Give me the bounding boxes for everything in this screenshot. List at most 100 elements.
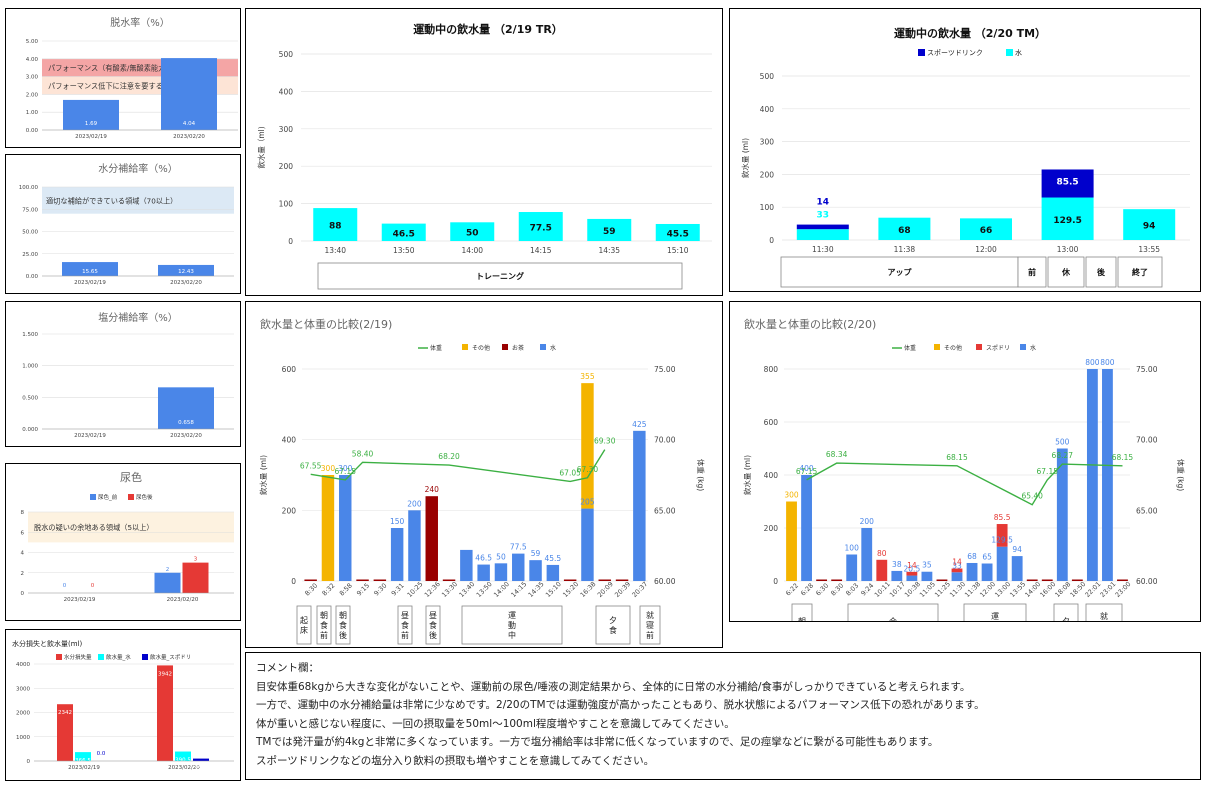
x-tick-label: 6:28 (799, 582, 815, 598)
bar (587, 218, 632, 241)
y2-tick-label: 65.00 (654, 506, 676, 515)
bar (175, 751, 191, 761)
bar (442, 579, 456, 581)
x-tick-label: 14:15 (530, 246, 552, 255)
drink-219-chart: 運動中の飲水量 （2/19 TR） 500 400 300 200 100 0 飲水量（ml)… (256, 22, 712, 290)
legend-swatch (142, 654, 148, 660)
x-tick-label: 9:15 (355, 582, 371, 598)
y-tick-label: 100.00 (19, 185, 39, 191)
bar (62, 262, 118, 276)
data-label: 300 (321, 464, 336, 473)
y2-tick-label: 60.00 (1136, 577, 1158, 586)
bar (891, 570, 903, 581)
salt-rate-chart: 塩分補給率（%） 1.500 1.000 0.500 0.000 2023/02/19 20… (22, 311, 234, 439)
x-tick-label: 11:30 (812, 245, 834, 254)
bar (408, 510, 421, 581)
legend-label: 水 (1015, 48, 1022, 57)
x-tick-label: 8:58 (338, 582, 354, 598)
y-tick-label: 100 (760, 203, 775, 212)
y-tick-label: 5.00 (26, 39, 39, 45)
compare-219-chart: 飲水量と体重の比較(2/19) 体重 その他 お茶 水 600 400 200 0 75.00 70… (258, 317, 706, 645)
y-tick-label: 6 (21, 530, 25, 536)
x-tick-label: 8:32 (321, 582, 337, 598)
x-tick-label: 14:15 (509, 580, 528, 599)
data-label: 99.5 (195, 765, 208, 771)
data-label: 77.5 (510, 543, 527, 552)
phase-label: 運 (508, 611, 516, 620)
data-label: 0.0 (97, 751, 106, 757)
bar (1041, 197, 1094, 240)
x-tick-label: 2023/02/19 (68, 765, 100, 771)
legend-label: その他 (944, 344, 962, 352)
bar (796, 229, 849, 240)
weight-label: 67.15 (1037, 467, 1059, 476)
bar (321, 475, 335, 581)
phase-box (639, 605, 661, 645)
phase-label: 中 (508, 630, 516, 640)
y-tick-label: 0.500 (22, 395, 38, 401)
phase-label: 前 (320, 630, 328, 640)
y-tick-label: 2000 (16, 711, 30, 717)
bar (518, 212, 563, 241)
x-tick-label: 12:00 (978, 580, 997, 599)
y-tick-label: 1.000 (22, 364, 38, 370)
data-label: 100 (845, 544, 860, 553)
x-tick-label: 2023/02/20 (168, 765, 200, 771)
x-tick-label: 9:30 (372, 582, 388, 598)
chart-title: 飲水量と体重の比較(2/19) (260, 317, 392, 331)
y-tick-label: 4.00 (26, 57, 39, 63)
data-label: 150 (390, 517, 405, 526)
x-tick-label: 16:38 (579, 580, 598, 599)
band-label: パフォーマンス低下に注意を要する領域 (48, 82, 177, 91)
data-label: 68 (967, 552, 977, 561)
y-axis-label: 飲水量 (ml) (740, 138, 750, 178)
phase-label: 食 (429, 620, 437, 630)
legend-label: スポーツドリンク (927, 49, 983, 57)
dehydration-panel: 脱水率（%） パフォーマンス（有酸素/無酸素能力）低下 パフォーマンス低下に注意を要… (5, 8, 241, 148)
bar (1071, 579, 1083, 581)
water-rate-panel: 水分補給率（%） 適切な補給ができている領域（70以上） 100.00 75.00 50… (5, 154, 241, 294)
y-tick-label: 800 (764, 365, 779, 374)
phase-label: 夕 (609, 615, 617, 625)
phase-box (1047, 256, 1085, 288)
y-tick-label: 200 (764, 524, 779, 533)
data-label: 15.65 (82, 269, 98, 275)
legend-swatch (128, 494, 134, 500)
y-tick-label: 200 (760, 170, 775, 179)
y-tick-label: 400 (764, 471, 779, 480)
phase-label: トレーニング (476, 271, 524, 281)
data-label: 205 (580, 498, 595, 507)
bar (304, 579, 317, 581)
y-tick-label: 600 (282, 365, 297, 374)
y-tick-label: 2 (21, 571, 25, 577)
phase-box (461, 605, 563, 645)
band-label: 脱水の疑いの余地ある領域（5以上） (34, 523, 154, 532)
y-tick-label: 50.00 (22, 230, 38, 236)
legend-label: 体重 (430, 344, 442, 352)
y-tick-label: 3.00 (26, 75, 39, 81)
data-label: 2 (166, 567, 170, 573)
data-label: 355 (580, 372, 595, 381)
x-tick-label: 8:03 (844, 582, 860, 598)
comment-line: 一方で、運動中の水分補給量は非常に少なめです。2/20のTMでは運動強度が高かっ… (256, 699, 985, 711)
phase-label: 就 (646, 610, 654, 620)
weight-label: 68.27 (1052, 451, 1074, 460)
legend-swatch (540, 344, 546, 350)
phase-box (317, 262, 683, 290)
y-tick-label: 1.00 (26, 110, 39, 116)
bar (1056, 448, 1068, 581)
bar (816, 579, 828, 581)
bar (313, 208, 358, 241)
x-tick-label: 10:11 (873, 580, 892, 599)
x-tick-label: 13:00 (1057, 245, 1079, 254)
y-tick-label: 400 (282, 436, 297, 445)
x-tick-label: 11:25 (933, 580, 952, 599)
compare-220-panel: 飲水量と体重の比較(2/20) 体重 その他 スポドリ 水 800 600 400 200 0 75… (729, 301, 1201, 622)
y2-axis-label: 体重 (kg) (1176, 459, 1186, 491)
legend-label: スポドリ (986, 344, 1010, 352)
weight-label: 68.20 (438, 452, 460, 461)
data-label: 33 (952, 561, 962, 570)
x-tick-label: 8:30 (829, 582, 845, 598)
y-tick-label: 500 (279, 50, 294, 59)
compare-220-chart: 飲水量と体重の比較(2/20) 体重 その他 スポドリ 水 800 600 400 200 0 75… (742, 317, 1186, 621)
